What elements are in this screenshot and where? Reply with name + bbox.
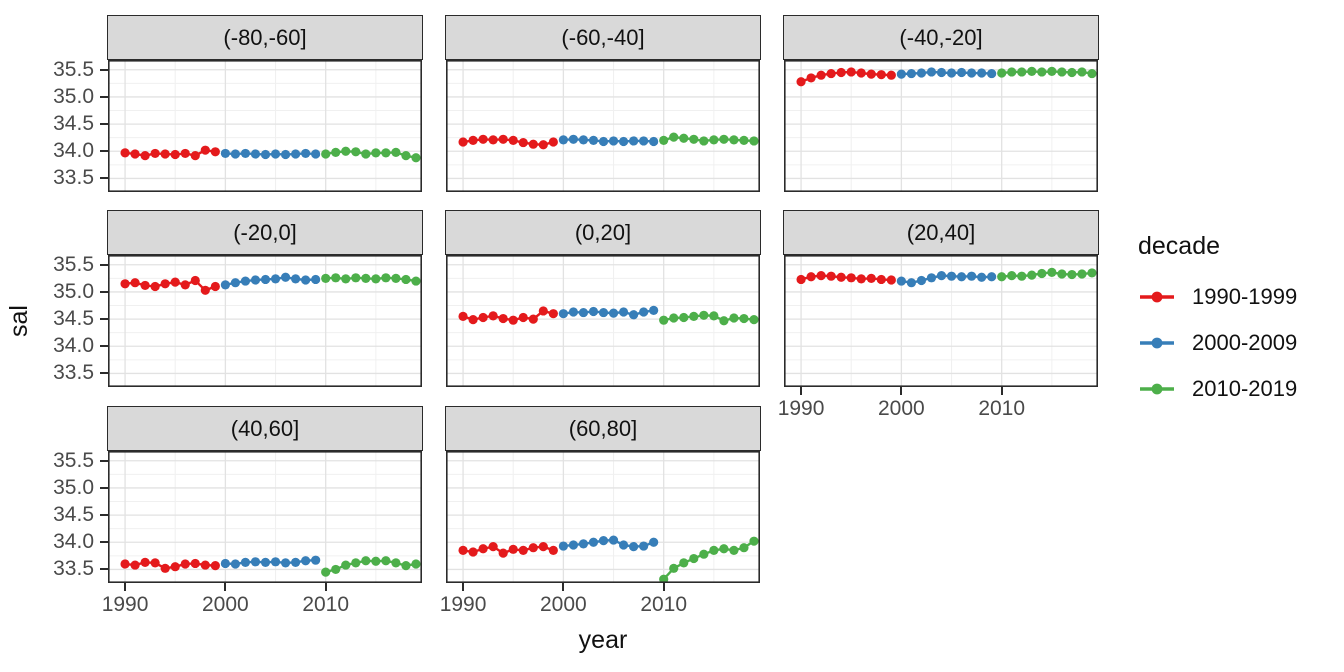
y-tick-mark <box>100 95 108 98</box>
y-tick-label: 34.5 <box>53 307 94 331</box>
y-tick-mark <box>100 318 108 321</box>
x-tick-label: 1990 <box>439 593 487 616</box>
x-tick-label: 1990 <box>101 593 149 616</box>
legend-entry-label: 2000-2009 <box>1192 330 1298 355</box>
facet-strip: (-40,-20] <box>783 15 1099 60</box>
legend-key-icon <box>1140 291 1174 303</box>
facet-strip: (-80,-60] <box>107 15 423 60</box>
facet-panel <box>108 60 422 192</box>
facet-strip-label: (-20,0] <box>233 219 297 245</box>
y-tick-label: 34.0 <box>53 139 94 163</box>
x-tick-mark <box>900 387 903 395</box>
y-tick-label: 33.5 <box>53 557 94 581</box>
x-tick-label: 2000 <box>202 593 249 616</box>
facet-strip-label: (20,40] <box>906 219 976 245</box>
y-tick-label: 34.0 <box>53 334 94 358</box>
y-tick-mark <box>100 514 108 517</box>
y-tick-mark <box>100 459 108 462</box>
legend-entry: 2000-2009 <box>1138 330 1298 355</box>
legend-key-icon <box>1140 383 1174 395</box>
facet-panel <box>446 255 760 387</box>
legend-key-icon <box>1140 337 1174 349</box>
x-tick-mark <box>562 583 565 591</box>
x-tick-mark <box>324 583 327 591</box>
x-tick-mark <box>662 583 665 591</box>
x-tick-mark <box>124 583 127 591</box>
x-tick-mark <box>800 387 803 395</box>
legend-title: decade <box>1138 232 1221 260</box>
x-tick-mark <box>224 583 227 591</box>
y-tick-mark <box>100 290 108 293</box>
legend-entry: 2010-2019 <box>1138 376 1298 401</box>
y-tick-label: 34.5 <box>53 112 94 136</box>
y-tick-mark <box>100 345 108 348</box>
y-tick-mark <box>100 568 108 571</box>
facet-panel <box>784 255 1098 387</box>
y-tick-label: 35.0 <box>53 279 94 303</box>
x-axis-title: year <box>578 626 628 654</box>
x-tick-label: 2000 <box>878 397 925 420</box>
y-tick-mark <box>100 541 108 544</box>
legend: decade 1990-1999 2000-2009 2010-2019 <box>1138 232 1297 423</box>
facet-strip: (20,40] <box>783 210 1099 255</box>
facet-panel <box>108 451 422 583</box>
y-tick-label: 35.0 <box>53 475 94 499</box>
x-tick-label: 2010 <box>302 593 350 616</box>
x-tick-label: 1990 <box>777 397 825 420</box>
facet-strip-label: (0,20] <box>574 219 632 245</box>
y-tick-label: 35.5 <box>53 57 94 81</box>
y-tick-label: 34.0 <box>53 530 94 554</box>
facet-strip: (60,80] <box>445 406 761 451</box>
y-tick-mark <box>100 372 108 375</box>
facet-strip-label: (-60,-40] <box>561 24 645 50</box>
x-tick-label: 2010 <box>978 397 1026 420</box>
y-tick-mark <box>100 150 108 153</box>
x-tick-mark <box>462 583 465 591</box>
x-tick-mark <box>1000 387 1003 395</box>
facet-strip-label: (60,80] <box>568 415 638 441</box>
facet-strip: (-60,-40] <box>445 15 761 60</box>
facet-strip: (40,60] <box>107 406 423 451</box>
y-tick-label: 33.5 <box>53 361 94 385</box>
y-tick-label: 33.5 <box>53 166 94 190</box>
y-axis-title: sal <box>5 305 33 337</box>
legend-entry: 1990-1999 <box>1138 284 1298 309</box>
y-tick-mark <box>100 486 108 489</box>
y-tick-mark <box>100 123 108 126</box>
y-tick-mark <box>100 68 108 71</box>
facet-panel <box>784 60 1098 192</box>
facet-strip: (-20,0] <box>107 210 423 255</box>
x-tick-label: 2000 <box>540 593 587 616</box>
legend-entry-label: 2010-2019 <box>1192 376 1298 401</box>
legend-entry-label: 1990-1999 <box>1192 284 1298 309</box>
facet-strip: (0,20] <box>445 210 761 255</box>
y-tick-label: 35.5 <box>53 252 94 276</box>
facet-strip-label: (40,60] <box>230 415 300 441</box>
y-tick-mark <box>100 263 108 266</box>
facet-panel <box>446 60 760 192</box>
facet-panel <box>108 255 422 387</box>
y-tick-label: 35.0 <box>53 84 94 108</box>
x-tick-label: 2010 <box>640 593 688 616</box>
facet-panel <box>446 451 760 583</box>
y-tick-label: 34.5 <box>53 503 94 527</box>
y-tick-label: 35.5 <box>53 448 94 472</box>
legend-entries: 1990-1999 2000-2009 2010-2019 <box>1138 284 1298 401</box>
facet-strip-label: (-40,-20] <box>899 24 983 50</box>
facet-strip-label: (-80,-60] <box>223 24 307 50</box>
y-tick-mark <box>100 177 108 180</box>
